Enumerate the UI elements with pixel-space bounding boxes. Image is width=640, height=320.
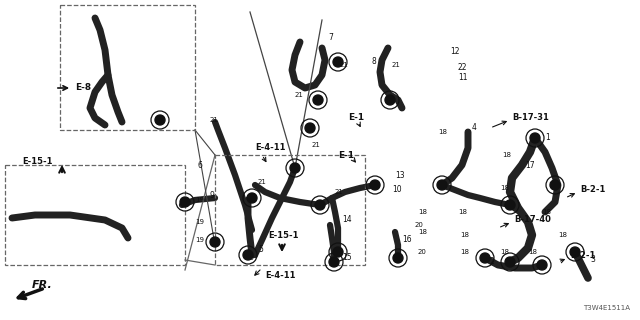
Text: 20: 20 — [415, 222, 424, 228]
Text: 1: 1 — [545, 133, 550, 142]
Text: B-2-1: B-2-1 — [570, 252, 595, 260]
Circle shape — [437, 180, 447, 190]
Text: 6: 6 — [198, 161, 203, 170]
Text: 18: 18 — [418, 209, 427, 215]
Text: 21: 21 — [335, 189, 344, 195]
Text: E-4-11: E-4-11 — [255, 143, 285, 153]
Text: 21: 21 — [210, 117, 219, 123]
Circle shape — [333, 247, 343, 257]
Circle shape — [530, 133, 540, 143]
Text: 20: 20 — [418, 249, 427, 255]
Text: 16: 16 — [402, 236, 412, 244]
Circle shape — [180, 197, 190, 207]
Text: 21: 21 — [340, 62, 349, 68]
Circle shape — [313, 95, 323, 105]
Text: E-15-1: E-15-1 — [22, 157, 52, 166]
Circle shape — [385, 95, 395, 105]
Bar — [60, 5, 195, 130]
Text: 18: 18 — [418, 229, 427, 235]
Text: 18: 18 — [528, 249, 537, 255]
Circle shape — [505, 200, 515, 210]
Circle shape — [329, 257, 339, 267]
Text: 21: 21 — [392, 62, 401, 68]
Bar — [5, 165, 185, 265]
Circle shape — [570, 247, 580, 257]
Text: 18: 18 — [460, 249, 469, 255]
Text: 21: 21 — [295, 92, 304, 98]
Text: B-17-40: B-17-40 — [514, 215, 551, 225]
Circle shape — [537, 260, 547, 270]
Text: 18: 18 — [438, 129, 447, 135]
Text: 21: 21 — [312, 142, 321, 148]
Text: T3W4E1511A: T3W4E1511A — [583, 305, 630, 311]
Text: E-8: E-8 — [75, 84, 91, 92]
Text: 8: 8 — [372, 58, 377, 67]
Text: 19: 19 — [245, 255, 254, 261]
Text: 18: 18 — [548, 182, 557, 188]
Text: E-1: E-1 — [338, 150, 354, 159]
Text: E-4-11: E-4-11 — [265, 270, 296, 279]
Circle shape — [315, 200, 325, 210]
Circle shape — [393, 253, 403, 263]
Text: 19: 19 — [195, 219, 204, 225]
Text: 18: 18 — [558, 232, 567, 238]
Text: FR.: FR. — [32, 280, 52, 290]
Circle shape — [370, 180, 380, 190]
Text: 4: 4 — [472, 124, 477, 132]
Circle shape — [505, 257, 515, 267]
Text: 15: 15 — [342, 253, 351, 262]
Text: 18: 18 — [458, 209, 467, 215]
Text: 18: 18 — [502, 152, 511, 158]
Text: 18: 18 — [542, 209, 551, 215]
Text: 3: 3 — [590, 255, 595, 265]
Text: 18: 18 — [500, 249, 509, 255]
Text: 19: 19 — [195, 237, 204, 243]
Text: 7: 7 — [328, 34, 333, 43]
Circle shape — [155, 115, 165, 125]
Circle shape — [550, 180, 560, 190]
Circle shape — [290, 163, 300, 173]
Text: B-2-1: B-2-1 — [580, 186, 605, 195]
Text: 22: 22 — [458, 63, 467, 73]
Text: 13: 13 — [395, 171, 404, 180]
Text: 9: 9 — [210, 190, 215, 199]
Text: E-15-1: E-15-1 — [268, 230, 298, 239]
Text: 14: 14 — [342, 215, 351, 225]
Text: 21: 21 — [258, 179, 267, 185]
Text: 19: 19 — [195, 197, 204, 203]
Bar — [215, 155, 365, 265]
Circle shape — [247, 193, 257, 203]
Circle shape — [210, 237, 220, 247]
Circle shape — [305, 123, 315, 133]
Text: 5: 5 — [258, 245, 263, 254]
Text: 17: 17 — [525, 161, 534, 170]
Text: 12: 12 — [450, 47, 460, 57]
Circle shape — [333, 57, 343, 67]
Text: 11: 11 — [458, 74, 467, 83]
Text: 10: 10 — [392, 186, 402, 195]
Text: B-17-31: B-17-31 — [512, 114, 549, 123]
Circle shape — [243, 250, 253, 260]
Circle shape — [480, 253, 490, 263]
Text: E-1: E-1 — [348, 114, 364, 123]
Text: 2: 2 — [490, 258, 495, 267]
Text: 18: 18 — [460, 232, 469, 238]
Text: 18: 18 — [500, 185, 509, 191]
